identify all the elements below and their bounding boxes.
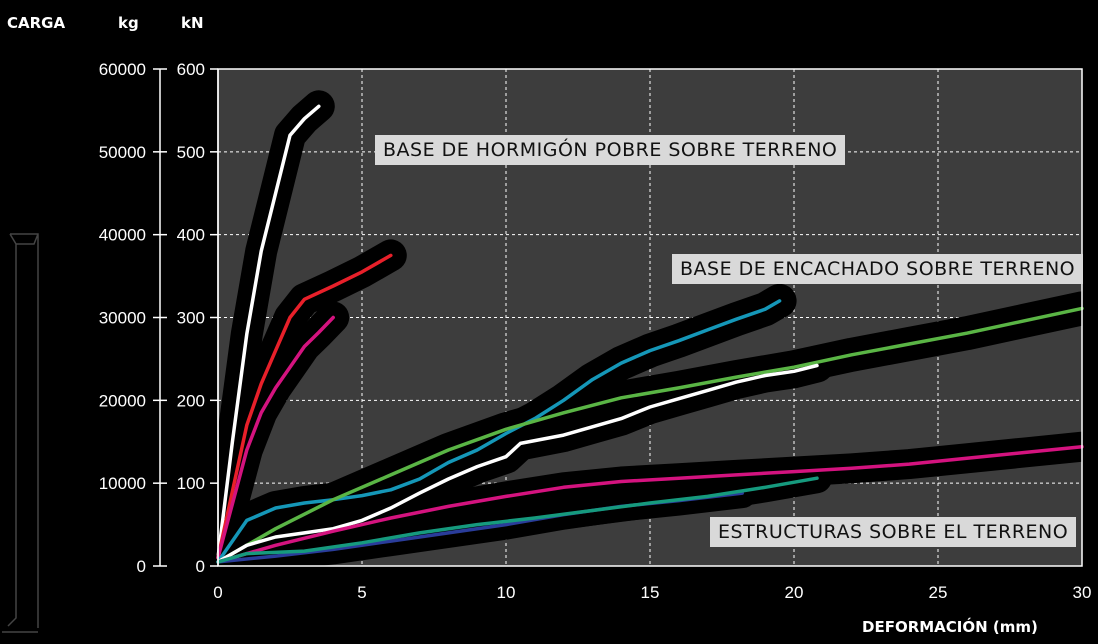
- x-tick-label: 30: [1073, 583, 1092, 602]
- x-tick-label: 15: [641, 583, 660, 602]
- y-tick-label-kn: 300: [177, 309, 205, 328]
- y-tick-label-kg: 40000: [99, 226, 146, 245]
- y-tick-label-kn: 0: [196, 557, 205, 576]
- x-tick-label: 25: [929, 583, 948, 602]
- header-carga: CARGA: [7, 14, 66, 32]
- y-tick-label-kn: 200: [177, 391, 205, 410]
- y-tick-label-kg: 20000: [99, 391, 146, 410]
- axes: [153, 68, 1083, 567]
- y-tick-label-kg: 0: [137, 557, 146, 576]
- y-tick-label-kg: 60000: [99, 60, 146, 79]
- y-tick-label-kg: 30000: [99, 309, 146, 328]
- specimen-outline: [2, 233, 39, 633]
- series-line-white: [216, 363, 819, 564]
- x-axis-label: DEFORMACIÓN (mm): [862, 618, 1038, 636]
- header-kn: kN: [181, 14, 204, 32]
- series-line-green: [216, 306, 1084, 564]
- annotation-estructuras: ESTRUCTURAS SOBRE EL TERRENO: [710, 517, 1077, 547]
- y-tick-label-kn: 600: [177, 60, 205, 79]
- y-tick-label-kn: 500: [177, 143, 205, 162]
- header-kg: kg: [118, 14, 139, 32]
- y-tick-label-kg: 10000: [99, 474, 146, 493]
- series-line-white: [216, 104, 321, 560]
- annotation-encachado: BASE DE ENCACHADO SOBRE TERRENO: [672, 254, 1084, 284]
- x-tick-label: 20: [785, 583, 804, 602]
- data-lines: [216, 104, 1084, 564]
- series-line-red: [216, 253, 393, 560]
- series-line-magenta: [216, 315, 335, 560]
- y-tick-label-kg: 50000: [99, 143, 146, 162]
- series-line-cyan: [216, 299, 782, 564]
- series-line-magenta: [216, 444, 1084, 564]
- x-tick-label: 0: [213, 583, 222, 602]
- series-line-teal: [216, 476, 819, 564]
- y-tick-label-kn: 100: [177, 474, 205, 493]
- annotation-hormigon: BASE DE HORMIGÓN POBRE SOBRE TERRENO: [375, 135, 846, 165]
- x-tick-label: 5: [357, 583, 366, 602]
- y-tick-label-kn: 400: [177, 226, 205, 245]
- x-tick-label: 10: [497, 583, 516, 602]
